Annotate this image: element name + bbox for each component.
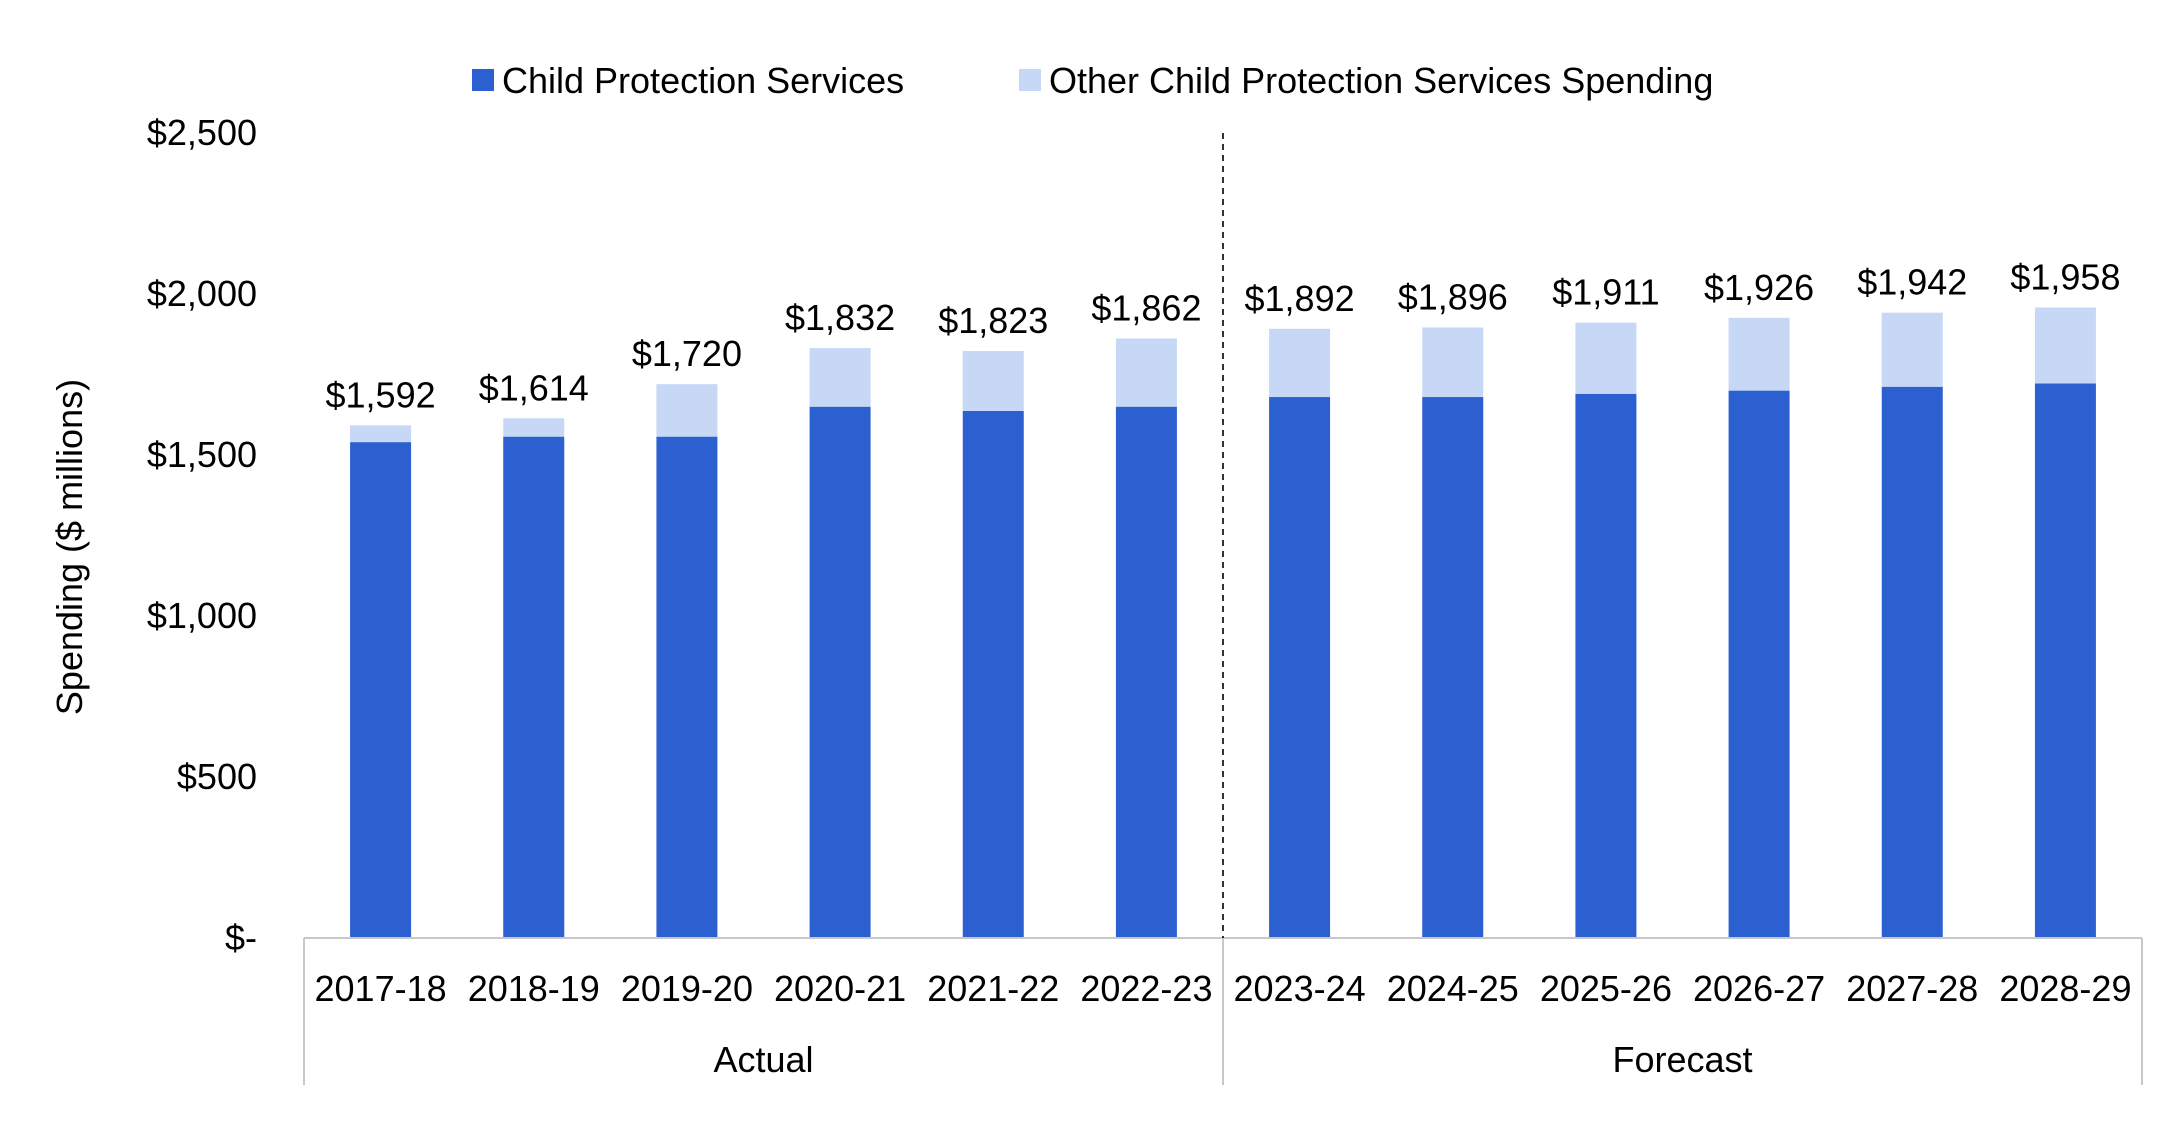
bar-child-protection-services (809, 406, 871, 938)
x-group-label: Actual (713, 1039, 813, 1080)
legend-swatch-child-protection-services (472, 69, 494, 91)
data-labels: $1,592 $1,614 $1,720 $1,832 $1,823 $1,862 $1,8… (326, 257, 2121, 416)
bar-total-label: $1,896 (1398, 276, 1508, 317)
bar-other-spending (1422, 327, 1484, 398)
bar-total-label: $1,926 (1704, 267, 1814, 308)
y-tick-label: $500 (177, 756, 257, 797)
x-tick-label: 2024-25 (1387, 968, 1519, 1009)
x-tick-label: 2028-29 (1999, 968, 2131, 1009)
legend-label-child-protection-services: Child Protection Services (502, 60, 904, 101)
x-tick-label: 2019-20 (621, 968, 753, 1009)
y-axis-title: Spending ($ millions) (49, 379, 90, 715)
bar-child-protection-services (350, 442, 412, 938)
bar-child-protection-services (1115, 406, 1177, 938)
legend: Child Protection Services Other Child Pr… (472, 60, 1713, 101)
x-tick-label: 2021-22 (927, 968, 1059, 1009)
y-tick-label: $- (225, 917, 257, 958)
y-tick-label: $1,000 (147, 595, 257, 636)
bar-child-protection-services (1269, 397, 1331, 938)
x-tick-label: 2018-19 (468, 968, 600, 1009)
bar-total-label: $1,720 (632, 333, 742, 374)
bar-other-spending (1269, 328, 1331, 398)
bar-total-label: $1,942 (1857, 262, 1967, 303)
bar-total-label: $1,911 (1552, 272, 1659, 313)
bar-total-label: $1,862 (1091, 287, 1201, 328)
y-tick-label: $1,500 (147, 434, 257, 475)
x-tick-label: 2026-27 (1693, 968, 1825, 1009)
bar-child-protection-services (1575, 393, 1637, 938)
bar-total-label: $1,614 (479, 367, 589, 408)
bar-other-spending (809, 348, 871, 407)
x-tick-label: 2025-26 (1540, 968, 1672, 1009)
bar-child-protection-services (503, 436, 565, 938)
bar-other-spending (350, 425, 412, 443)
bar-child-protection-services (1881, 386, 1943, 939)
x-tick-label: 2027-28 (1846, 968, 1978, 1009)
bar-other-spending (1728, 317, 1790, 391)
x-group-label: Forecast (1612, 1039, 1752, 1080)
legend-label-other-spending: Other Child Protection Services Spending (1049, 60, 1713, 101)
x-tick-label: 2017-18 (315, 968, 447, 1009)
legend-swatch-other-spending (1019, 69, 1041, 91)
bar-child-protection-services (1422, 397, 1484, 938)
x-tick-label: 2020-21 (774, 968, 906, 1009)
x-axis: 2017-18 2018-19 2019-20 2020-21 2021-22 2022-… (303, 133, 2143, 1085)
bar-total-label: $1,592 (326, 374, 436, 415)
bar-child-protection-services (1728, 390, 1790, 939)
bar-total-label: $1,832 (785, 297, 895, 338)
bar-total-label: $1,892 (1245, 278, 1355, 319)
x-tick-label: 2023-24 (1234, 968, 1366, 1009)
bar-other-spending (656, 384, 718, 437)
bar-other-spending (2034, 307, 2096, 384)
bar-total-label: $1,958 (2010, 257, 2120, 298)
bar-other-spending (1575, 322, 1637, 394)
bar-child-protection-services (962, 410, 1024, 938)
bar-other-spending (1881, 312, 1943, 387)
bar-other-spending (503, 418, 565, 437)
bar-child-protection-services (2034, 383, 2096, 938)
bar-other-spending (1115, 338, 1177, 407)
bars (350, 307, 2096, 939)
x-tick-label: 2022-23 (1080, 968, 1212, 1009)
bar-other-spending (962, 350, 1024, 411)
bar-child-protection-services (656, 436, 718, 938)
bar-total-label: $1,823 (938, 300, 1048, 341)
y-axis-tick-labels: $- $500 $1,000 $1,500 $2,000 $2,500 (147, 112, 257, 958)
y-tick-label: $2,500 (147, 112, 257, 153)
y-tick-label: $2,000 (147, 273, 257, 314)
